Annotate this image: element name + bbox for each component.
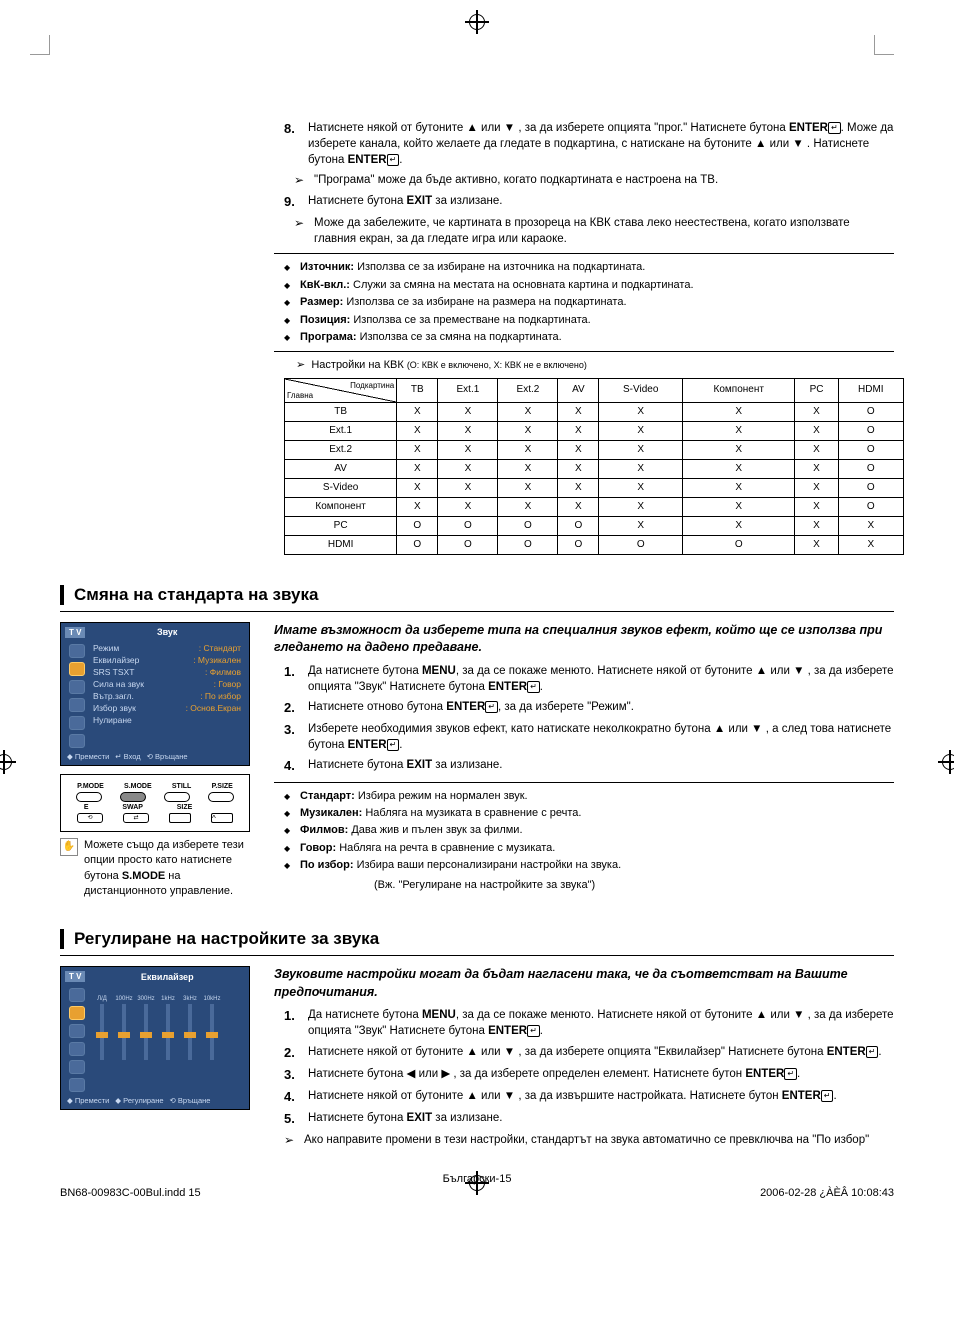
- step-list-sound: 1.Да натиснете бутона MENU, за да се пок…: [284, 663, 894, 776]
- divider: [274, 253, 894, 254]
- footer-timestamp: 2006-02-28 ¿ÀÈÂ 10:08:43: [760, 1187, 894, 1199]
- kbk-caption: ➢ Настройки на КВК (O: КВК е включено, X…: [296, 358, 894, 373]
- registration-mark: [0, 750, 16, 774]
- sound-modes-list: Стандарт: Избира режим на нормален звук.…: [284, 789, 894, 874]
- osd-screenshot-equalizer: T VЕквилайзер Л/Д100Hz300Hz1kHz3kHz10kHz…: [60, 966, 250, 1110]
- definition-list-top: Източник: Използва се за избиране на изт…: [284, 260, 894, 345]
- footer-filename: BN68-00983C-00Bul.indd 15: [60, 1187, 201, 1199]
- section-heading-sound-standard: Смяна на стандарта на звука: [60, 585, 894, 605]
- remote-tip: ✋ Можете също да изберете тези опции про…: [60, 838, 260, 900]
- divider: [60, 955, 894, 956]
- section-heading-sound-adjust: Регулиране на настройките за звука: [60, 929, 894, 949]
- osd-screenshot-sound: T VЗвук Режим: СтандартЕквилайзер: Музик…: [60, 622, 250, 766]
- kbk-table: ПодкартинаГлавнаТВExt.1Ext.2AVS-VideoКом…: [284, 378, 904, 555]
- crop-mark: [30, 35, 50, 55]
- registration-mark: [465, 10, 489, 34]
- step-list-top: 8.Натиснете някой от бутоните ▲ или ▼ , …: [284, 120, 894, 247]
- registration-mark: [938, 750, 954, 774]
- step-list-equalizer: 1.Да натиснете бутона MENU, за да се пок…: [284, 1007, 894, 1128]
- divider: [274, 782, 894, 783]
- note: Ако направите промени в тези настройки, …: [284, 1132, 894, 1149]
- divider: [274, 351, 894, 352]
- reference-note: (Вж. "Регулиране на настройките за звука…: [374, 878, 894, 893]
- crop-mark: [874, 35, 894, 55]
- section-intro: Имате възможност да изберете типа на спе…: [274, 622, 894, 657]
- remote-diagram: P.MODES.MODESTILLP.SIZE ESWAPSIZE ⟲⇄^: [60, 774, 250, 832]
- divider: [60, 611, 894, 612]
- section-intro: Звуковите настройки могат да бъдат нагла…: [274, 966, 894, 1001]
